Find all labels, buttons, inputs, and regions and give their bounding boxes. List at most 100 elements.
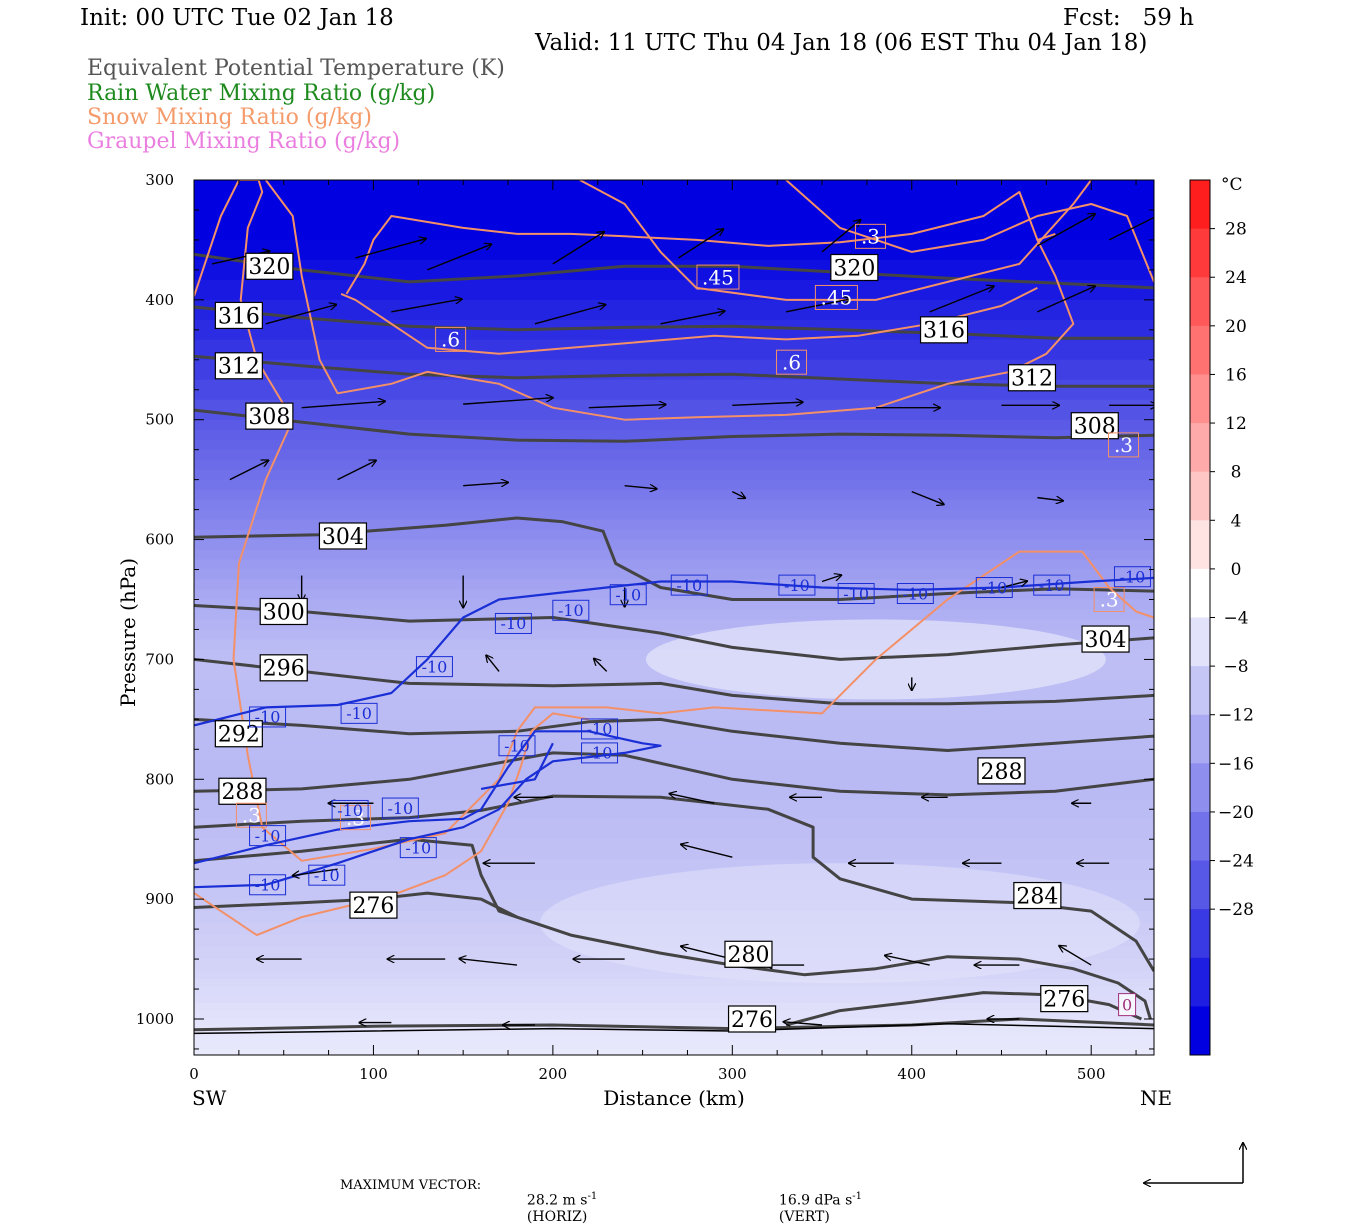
- temperature-label: -10: [381, 797, 419, 819]
- theta-e-label: 304: [1081, 625, 1130, 653]
- temperature-label-box: [249, 874, 287, 896]
- theta-e-label-text: 320: [833, 256, 875, 281]
- theta-e-label-box: [214, 352, 263, 380]
- y-tick-label: 400: [145, 291, 174, 309]
- theta-e-label-box: [245, 402, 294, 430]
- snow-label-box: [854, 223, 886, 249]
- temperature-fill-warm-pocket: [539, 863, 1140, 984]
- snow-label-box: [435, 326, 467, 352]
- temperature-fill-band: [194, 319, 1154, 341]
- theta-e-label-text: 280: [727, 943, 769, 968]
- max-vector-label: MAXIMUM VECTOR:: [340, 1178, 482, 1193]
- temperature-fill-band: [194, 579, 1154, 591]
- temperature-label-box: [249, 706, 287, 728]
- horiz-value: 28.2 m s: [526, 1192, 588, 1209]
- temperature-label: -10: [837, 583, 875, 605]
- y-tick-label: 900: [145, 890, 174, 908]
- colorbar-tick-label: −12: [1218, 706, 1254, 726]
- temperature-label-box: [581, 742, 619, 764]
- wind-vector: [784, 1022, 823, 1025]
- wind-vector: [355, 239, 425, 259]
- snow-label-box: [1107, 432, 1139, 458]
- temperature-fill-band: [194, 299, 1154, 321]
- colorbar-segment: [1190, 860, 1210, 910]
- theta-e-label-box: [977, 757, 1026, 785]
- temperature-fill-band: [194, 979, 1154, 988]
- temperature-label-text: -10: [337, 801, 363, 820]
- temperature-fill-band: [194, 429, 1154, 441]
- theta-e-label: 304: [318, 522, 368, 550]
- wind-vector: [391, 299, 461, 313]
- y-tick-label: 600: [145, 531, 174, 549]
- snow-contour-.3: [579, 180, 1093, 301]
- theta-e-label: 288: [977, 757, 1026, 785]
- temperature-fill-band: [194, 279, 1154, 301]
- theta-e-label-text: 316: [218, 304, 260, 329]
- theta-e-label: 316: [214, 301, 263, 330]
- theta-e-label: 288: [218, 777, 267, 805]
- wind-vector: [1037, 286, 1095, 313]
- theta-e-label-text: 312: [218, 355, 260, 380]
- x-tick-label: 300: [718, 1065, 747, 1083]
- temperature-fill-band: [194, 449, 1154, 461]
- temperature-label: -10: [1033, 574, 1071, 596]
- temperature-label-text: -10: [981, 578, 1007, 597]
- temperature-fill-band: [194, 987, 1154, 996]
- colorbar-segment: [1190, 374, 1210, 424]
- temperature-fill-band: [194, 419, 1154, 431]
- wind-vector: [265, 305, 336, 325]
- wind-vector: [459, 959, 518, 966]
- colorbar-tick-label: 12: [1225, 414, 1247, 434]
- y-tick-label: 300: [145, 171, 174, 189]
- temperature-label-text: -10: [255, 826, 281, 845]
- wind-vector: [463, 398, 553, 405]
- colorbar-tick-label: 16: [1225, 365, 1247, 385]
- snow-label: .3: [1093, 587, 1125, 612]
- temperature-label: -10: [249, 874, 287, 896]
- theta-e-label: 312: [1007, 364, 1057, 392]
- valid-time: Valid: 11 UTC Thu 04 Jan 18 (06 EST Thu …: [535, 30, 1148, 56]
- temperature-label: -10: [581, 718, 619, 740]
- temperature-fill-band: [194, 239, 1154, 261]
- temperature-fill-band: [194, 199, 1154, 221]
- theta-e-label-box: [214, 720, 263, 748]
- init-time: Init: 00 UTC Tue 02 Jan 18: [80, 5, 394, 31]
- temperature-label-box: [552, 599, 590, 621]
- snow-label-text: .45: [820, 286, 852, 310]
- theta-e-label-text: 276: [731, 1008, 773, 1033]
- snow-label: .3: [854, 223, 886, 249]
- theta-e-label-box: [1070, 412, 1119, 440]
- temperature-fill-band: [194, 599, 1154, 611]
- temperature-fill-band: [194, 1030, 1154, 1038]
- field-legend-rain: Rain Water Mixing Ratio (g/kg): [87, 81, 436, 106]
- temperature-fill-band: [194, 219, 1154, 241]
- theta-e-label-text: 320: [248, 255, 290, 280]
- colorbar-tick-label: −20: [1218, 803, 1254, 823]
- theta-e-label-text: 304: [322, 525, 364, 550]
- colorbar-segment: [1190, 714, 1210, 764]
- colorbar-segment: [1190, 763, 1210, 813]
- temperature-fill-band: [194, 549, 1154, 561]
- temperature-label-box: [896, 583, 934, 605]
- temperature-label-box: [331, 799, 369, 821]
- wind-vector: [681, 946, 733, 960]
- colorbar-segment: [1190, 325, 1210, 375]
- theta-e-label-text: 316: [923, 319, 965, 344]
- temperature-label-text: -10: [1039, 576, 1065, 595]
- temperature-fill-band: [194, 519, 1154, 531]
- theta-e-label: 292: [214, 720, 263, 748]
- colorbar-segment: [1190, 277, 1210, 327]
- colorbar-segment: [1190, 666, 1210, 716]
- temperature-contour--10: [194, 576, 1154, 727]
- temperature-fill-band: [194, 399, 1154, 421]
- temperature-fill-band: [194, 995, 1154, 1004]
- theta-e-label-box: [214, 301, 263, 330]
- wind-vector: [301, 401, 385, 409]
- wind-vector: [885, 955, 930, 966]
- snow-label-box: [1093, 587, 1125, 612]
- colorbar-tick-label: 24: [1225, 268, 1247, 288]
- temperature-fill-band: [194, 739, 1154, 760]
- snow-label: .3: [339, 805, 371, 831]
- temperature-label-box: [837, 583, 875, 605]
- temperature-fill-band: [194, 1019, 1154, 1026]
